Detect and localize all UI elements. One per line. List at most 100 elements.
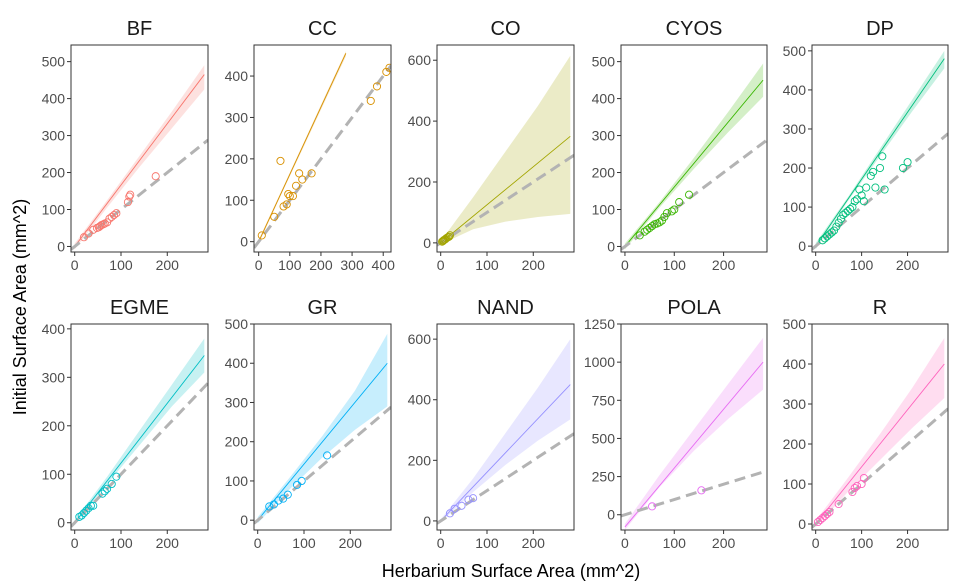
data-point (816, 515, 825, 525)
x-tick-label: 200 (522, 535, 546, 551)
y-tick-label: 100 (783, 476, 807, 492)
data-point (648, 502, 657, 511)
plot-area (254, 333, 391, 525)
data-point (667, 207, 676, 216)
data-point (269, 500, 278, 509)
data-point (843, 206, 852, 216)
panel-title: CO (491, 18, 521, 40)
data-point (89, 225, 98, 234)
data-point (107, 479, 116, 489)
y-tick-label: 0 (423, 513, 431, 529)
panel-frame (620, 44, 768, 253)
data-point (257, 231, 266, 240)
fit-line (624, 361, 764, 528)
x-tick-label: 100 (663, 535, 687, 551)
y-tick-label: 750 (592, 392, 616, 408)
data-point (297, 476, 306, 486)
x-tick-label: 200 (309, 257, 333, 273)
y-tick-label: 200 (225, 434, 249, 450)
confidence-band (624, 63, 764, 250)
data-point (125, 192, 134, 201)
x-tick-label: 100 (850, 535, 874, 551)
data-point (298, 175, 307, 184)
data-point (99, 220, 108, 229)
x-tick-label: 100 (663, 257, 687, 273)
identity-reference-line (812, 132, 948, 251)
x-tick-label: 100 (850, 257, 874, 273)
x-tick-label: 0 (71, 257, 79, 273)
data-point (875, 163, 885, 173)
data-point (852, 195, 862, 204)
x-tick-label: 100 (292, 535, 316, 551)
x-tick-label: 0 (255, 257, 263, 273)
data-point (439, 236, 448, 245)
y-tick-label: 400 (783, 356, 807, 372)
y-tick-label: 1000 (584, 354, 615, 370)
plot-area (71, 338, 208, 528)
fit-line (74, 74, 205, 247)
data-point (284, 189, 293, 199)
data-point (123, 198, 132, 207)
x-tick-label: 200 (339, 535, 363, 551)
y-tick-label: 400 (42, 321, 66, 337)
x-tick-label: 200 (896, 535, 920, 551)
data-point (903, 158, 912, 167)
panel-co: CO 0 100 200 0 200 400 600 (408, 18, 575, 273)
x-tick-label: 0 (812, 257, 820, 273)
y-tick-label: 200 (592, 165, 616, 181)
y-tick-label: 200 (42, 165, 66, 181)
panel-frame (811, 44, 949, 253)
data-point (79, 508, 89, 518)
data-point (112, 209, 121, 218)
data-point (469, 494, 478, 503)
data-point (307, 169, 316, 178)
y-tick-label: 400 (783, 82, 807, 98)
data-point (857, 191, 866, 200)
data-point (282, 200, 291, 209)
y-tick-label: 300 (42, 369, 66, 385)
y-tick-label: 200 (783, 160, 807, 176)
y-tick-label: 100 (42, 466, 66, 482)
identity-reference-line (621, 469, 767, 518)
data-point (869, 167, 878, 176)
panel-pola: POLA 0 100 200 0 250 500 750 1000 1250 (584, 297, 768, 551)
panel-frame (436, 44, 575, 253)
data-point (291, 181, 301, 190)
y-tick-label: 300 (592, 128, 616, 144)
panel-frame (253, 44, 392, 253)
y-tick-label: 0 (798, 238, 806, 254)
y-tick-label: 400 (42, 91, 66, 107)
y-tick-label: 200 (408, 174, 432, 190)
data-point (445, 509, 455, 518)
y-tick-label: 200 (42, 418, 66, 434)
data-point (832, 222, 841, 231)
y-tick-label: 0 (607, 238, 615, 254)
data-point (813, 517, 823, 527)
data-point (276, 156, 285, 165)
y-tick-label: 300 (783, 121, 807, 137)
y-tick-label: 400 (408, 392, 432, 408)
data-point (274, 496, 283, 505)
panel-nand: NAND 0 100 200 0 200 400 600 (408, 297, 575, 551)
panel-cyos: CYOS 0 100 200 0 100 200 300 400 500 (592, 18, 768, 273)
data-point (464, 495, 473, 504)
data-point (126, 190, 135, 199)
data-point (84, 504, 93, 513)
data-point (382, 67, 391, 76)
x-tick-label: 100 (475, 257, 499, 273)
y-tick-label: 400 (225, 68, 249, 84)
data-point (445, 231, 455, 240)
data-point (685, 190, 694, 199)
y-tick-label: 0 (57, 515, 65, 531)
data-point (265, 502, 274, 511)
data-point (109, 210, 119, 220)
data-point (643, 225, 652, 234)
fit-line (815, 58, 945, 247)
panel-frame (436, 323, 575, 531)
data-point (848, 487, 857, 497)
plot-area (437, 55, 574, 247)
confidence-band (74, 338, 205, 526)
data-point (871, 183, 880, 192)
y-tick-label: 100 (592, 201, 616, 217)
